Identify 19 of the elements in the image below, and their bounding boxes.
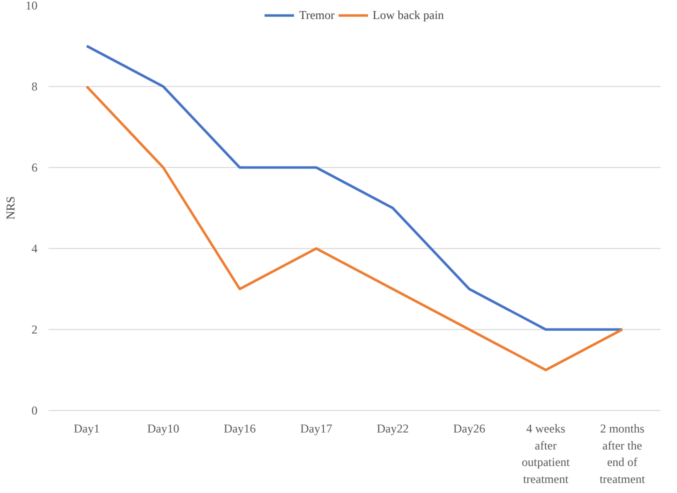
x-tick-label: Day17 (300, 422, 332, 436)
x-tick-label: Day22 (376, 422, 409, 436)
x-tick-label: Day16 (224, 422, 256, 436)
legend-label: Tremor (299, 8, 335, 22)
y-tick-label: 0 (32, 404, 38, 418)
y-tick-label: 2 (32, 322, 38, 336)
x-tick-label: Day1 (74, 422, 100, 436)
x-tick-label: Day10 (147, 422, 180, 436)
legend-label: Low back pain (372, 8, 444, 22)
y-axis-title: NRS (4, 196, 18, 220)
x-tick-label: 2 months after the end of treatment (600, 422, 646, 486)
y-tick-label: 6 (32, 160, 38, 174)
line-series (86, 85, 624, 372)
y-tick-label: 10 (26, 0, 38, 12)
y-tick-label: 8 (32, 80, 38, 94)
x-tick-label: 4 weeks after outpatient treatment (522, 422, 570, 486)
x-tick-label: Day26 (453, 422, 486, 436)
y-tick-label: 4 (32, 242, 38, 256)
line-series (86, 44, 624, 331)
